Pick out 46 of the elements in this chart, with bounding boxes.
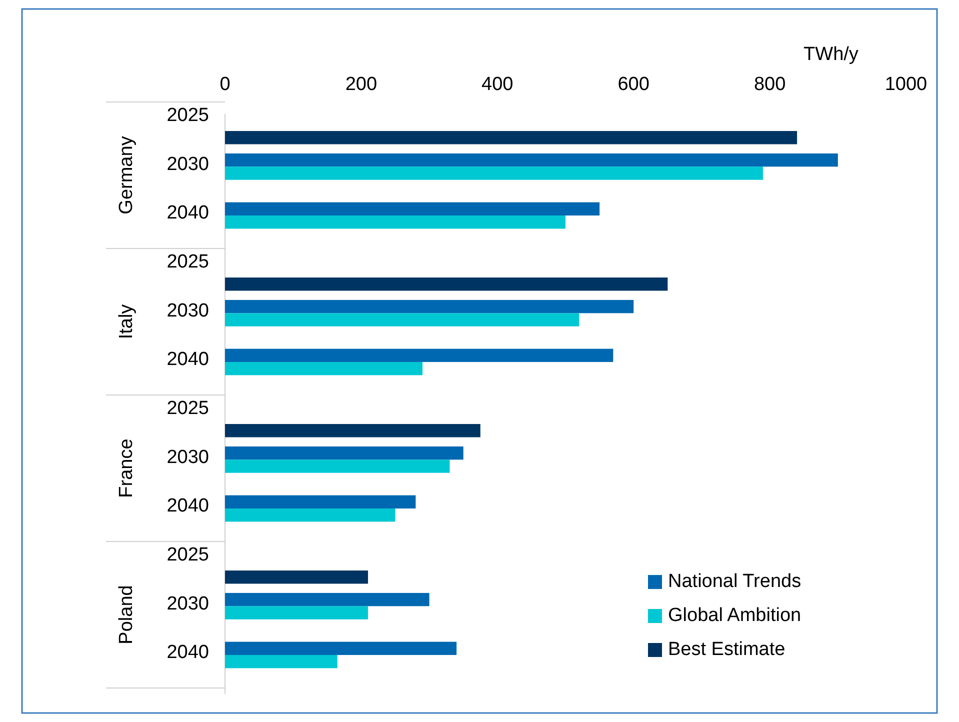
legend-label: Global Ambition xyxy=(668,605,802,626)
y-tick-label: 2040 xyxy=(166,202,209,224)
x-tick-label: 0 xyxy=(220,74,230,95)
text: Italy xyxy=(116,304,137,340)
bar xyxy=(225,424,480,438)
text: Germany xyxy=(116,136,137,214)
x-tick-label: 400 xyxy=(482,74,514,95)
bar xyxy=(225,348,614,362)
x-tick-label: 1000 xyxy=(884,74,928,95)
bar xyxy=(225,300,634,314)
bar xyxy=(225,508,396,522)
bar xyxy=(225,654,338,668)
y-tick-label: 2040 xyxy=(166,642,209,664)
bar xyxy=(225,131,798,144)
bar xyxy=(225,495,416,508)
bar xyxy=(225,278,668,291)
y-tick-label: 2025 xyxy=(166,252,209,273)
y-tick-label: 2030 xyxy=(166,154,209,175)
y-tick-label: 2030 xyxy=(166,446,209,468)
x-tick-label: 200 xyxy=(345,74,378,95)
legend-label: National Trends xyxy=(668,571,802,592)
bar xyxy=(225,592,430,606)
y-tick-label: 2040 xyxy=(166,349,209,370)
bar xyxy=(225,313,580,326)
bar xyxy=(225,642,457,655)
y-tick-label: 2025 xyxy=(166,105,209,126)
y-tick-label: 2030 xyxy=(166,300,209,322)
bar xyxy=(225,166,763,180)
bar xyxy=(225,202,600,216)
y-tick-label: 2025 xyxy=(166,398,209,420)
bar xyxy=(225,215,566,229)
bar xyxy=(225,570,368,584)
x-axis-title: TWh/y xyxy=(804,44,859,65)
bar xyxy=(225,460,450,473)
x-tick-label: 600 xyxy=(618,74,650,95)
y-tick-label: 2025 xyxy=(166,544,209,566)
x-tick-label: 800 xyxy=(754,74,786,95)
y-tick-label: 2030 xyxy=(166,593,209,614)
text: Poland xyxy=(116,585,137,644)
bar xyxy=(225,606,368,620)
legend-label: Best Estimate xyxy=(668,639,786,660)
bar xyxy=(225,362,422,376)
bar xyxy=(225,446,464,460)
bar xyxy=(225,153,838,167)
y-tick-label: 2040 xyxy=(166,496,209,517)
text: France xyxy=(116,438,137,498)
